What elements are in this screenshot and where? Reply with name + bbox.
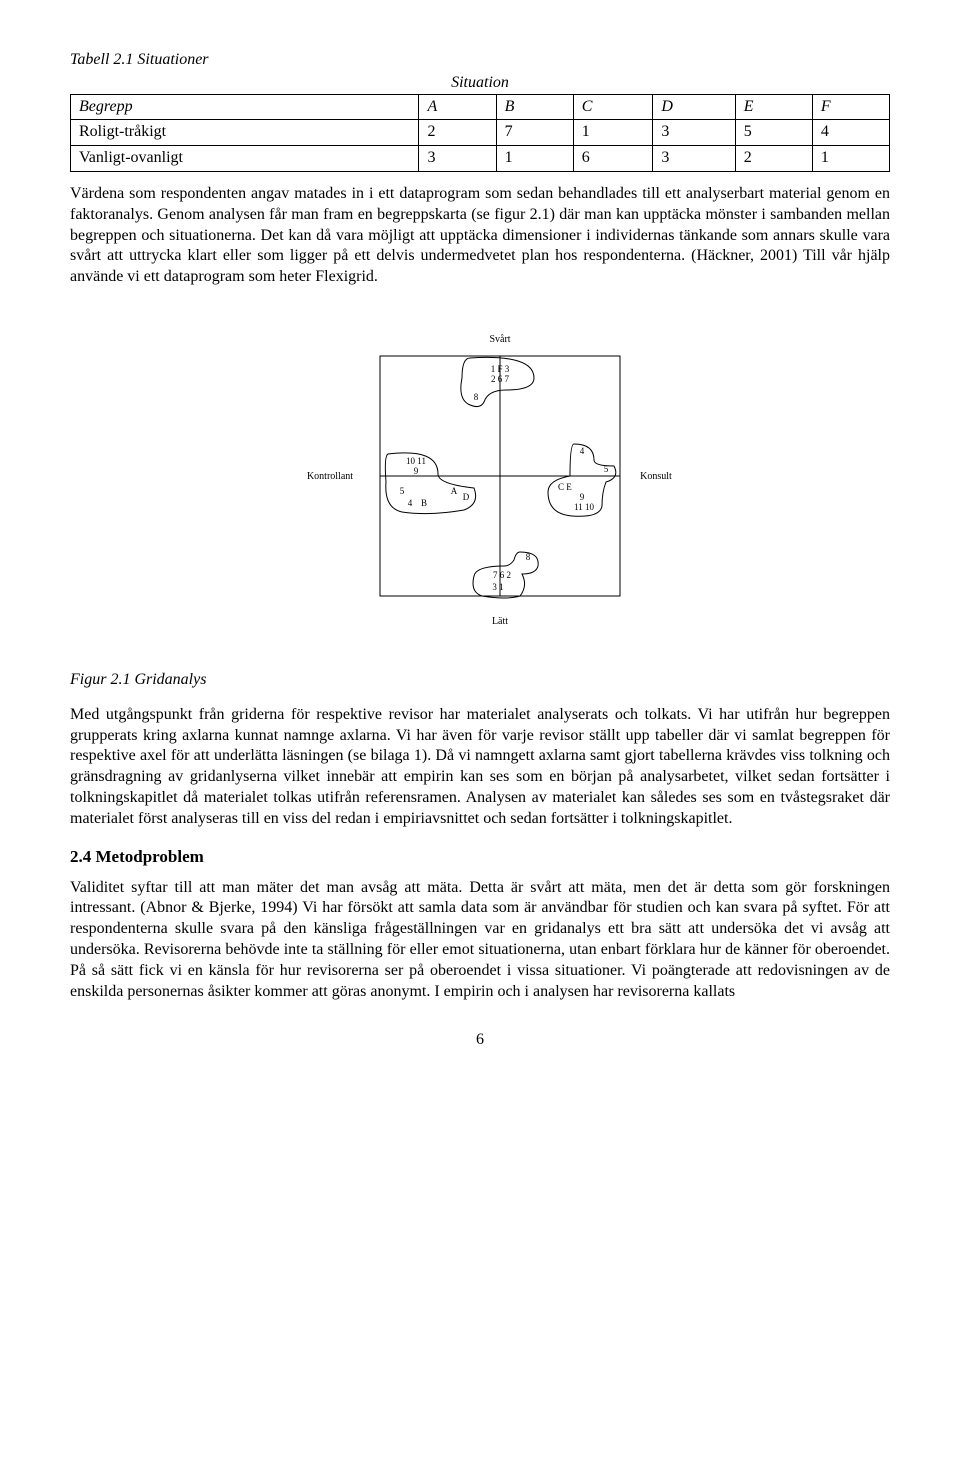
svg-text:9: 9: [580, 492, 585, 502]
svg-text:Kontrollant: Kontrollant: [307, 471, 353, 482]
svg-text:1 F 3: 1 F 3: [491, 364, 510, 374]
table-title: Tabell 2.1 Situationer: [70, 50, 890, 71]
svg-text:3 1: 3 1: [492, 582, 503, 592]
col-header: C: [573, 94, 653, 120]
col-header: A: [419, 94, 496, 120]
svg-text:8: 8: [474, 392, 479, 402]
row-label: Roligt-tråkigt: [71, 120, 419, 146]
cell: 3: [653, 146, 735, 172]
cell: 7: [496, 120, 573, 146]
cell: 2: [419, 120, 496, 146]
cell: 4: [812, 120, 889, 146]
paragraph-validity: Validitet syftar till att man mäter det …: [70, 878, 890, 1003]
cell: 2: [735, 146, 812, 172]
svg-text:7 6 2: 7 6 2: [493, 570, 511, 580]
cell: 6: [573, 146, 653, 172]
grid-diagram-wrap: Svårt Lätt Kontrollant Konsult 1 F 32 6 7 8 10…: [70, 316, 890, 656]
situations-table: Begrepp A B C D E F Roligt-tråkigt 2 7 1…: [70, 94, 890, 172]
col-header: Begrepp: [71, 94, 419, 120]
paragraph-analysis: Med utgångspunkt från griderna för respe…: [70, 705, 890, 830]
svg-text:4: 4: [408, 498, 413, 508]
svg-text:5: 5: [400, 486, 405, 496]
svg-text:9: 9: [414, 466, 419, 476]
cell: 1: [812, 146, 889, 172]
cell: 5: [735, 120, 812, 146]
svg-text:4: 4: [580, 446, 585, 456]
svg-text:10 11: 10 11: [406, 456, 426, 466]
section-heading-metodproblem: 2.4 Metodproblem: [70, 846, 890, 868]
grid-diagram: Svårt Lätt Kontrollant Konsult 1 F 32 6 7 8 10…: [270, 316, 690, 656]
svg-text:A: A: [451, 486, 458, 496]
cell: 3: [653, 120, 735, 146]
table-row: Vanligt-ovanligt 3 1 6 3 2 1: [71, 146, 890, 172]
table-row: Roligt-tråkigt 2 7 1 3 5 4: [71, 120, 890, 146]
svg-text:Lätt: Lätt: [492, 616, 508, 627]
figure-caption: Figur 2.1 Gridanalys: [70, 670, 890, 691]
table-header-row: Begrepp A B C D E F: [71, 94, 890, 120]
col-header: E: [735, 94, 812, 120]
svg-text:Konsult: Konsult: [640, 471, 672, 482]
paragraph-intro: Värdena som respondenten angav matades i…: [70, 184, 890, 288]
cell: 3: [419, 146, 496, 172]
svg-text:D: D: [463, 492, 470, 502]
svg-text:11 10: 11 10: [574, 502, 594, 512]
col-header: B: [496, 94, 573, 120]
cell: 1: [573, 120, 653, 146]
svg-text:B: B: [421, 498, 427, 508]
page-number: 6: [70, 1030, 890, 1051]
col-header: F: [812, 94, 889, 120]
svg-text:C E: C E: [558, 482, 572, 492]
svg-text:Svårt: Svårt: [489, 334, 510, 345]
row-label: Vanligt-ovanligt: [71, 146, 419, 172]
svg-text:2 6 7: 2 6 7: [491, 374, 510, 384]
table-situation-label: Situation: [70, 73, 890, 94]
col-header: D: [653, 94, 735, 120]
cell: 1: [496, 146, 573, 172]
